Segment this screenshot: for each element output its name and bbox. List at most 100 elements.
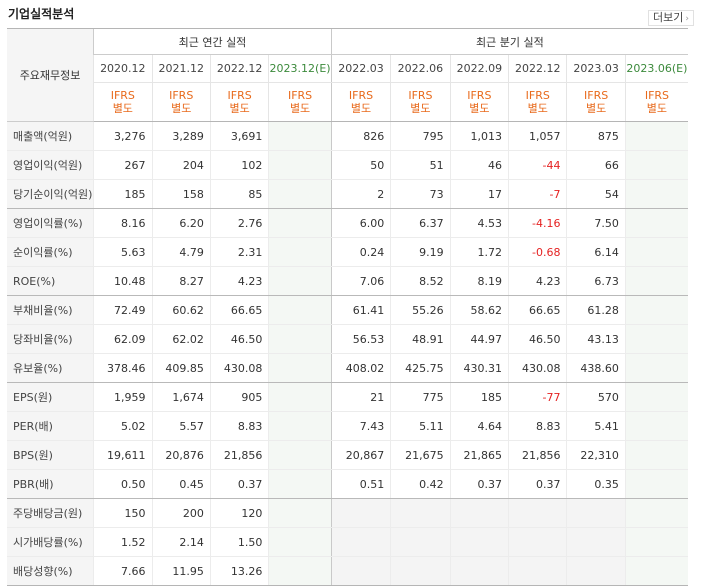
value-cell: 56.53	[330, 324, 391, 354]
row-label: 당기순이익(억원)	[7, 179, 94, 209]
period-header: 2023.03	[566, 54, 626, 83]
value-cell: 0.35	[566, 469, 626, 499]
value-cell: 1,959	[93, 382, 153, 412]
value-cell: 62.09	[93, 324, 153, 354]
table-row: 시가배당률(%) 1.52 2.14 1.50	[7, 527, 688, 557]
value-cell: 55.26	[390, 295, 451, 325]
value-cell: 20,876	[151, 440, 211, 470]
value-cell: 5.02	[93, 411, 153, 441]
value-cell	[566, 527, 626, 557]
value-cell: 6.20	[151, 208, 211, 238]
table-row: 순이익률(%) 5.63 4.79 2.31 0.24 9.19 1.72 -0.68 6.14	[7, 237, 688, 267]
value-cell: 8.19	[449, 266, 509, 296]
value-cell: 46.50	[508, 324, 567, 354]
table-row: ROE(%) 10.48 8.27 4.23 7.06 8.52 8.19 4.23 6.73	[7, 266, 688, 296]
row-label: EPS(원)	[7, 382, 94, 412]
value-cell	[449, 498, 509, 528]
value-cell: 21,675	[390, 440, 451, 470]
value-cell: 54	[566, 179, 626, 209]
standard-type-label: 별도	[112, 102, 133, 115]
value-cell: 430.08	[209, 353, 269, 383]
period-header: 2022.12	[209, 54, 269, 83]
value-cell	[624, 527, 688, 557]
value-cell	[390, 556, 451, 586]
standard-label: IFRS	[287, 89, 313, 102]
value-cell: 185	[93, 179, 153, 209]
row-label: 부채비율(%)	[7, 295, 94, 325]
value-cell	[268, 556, 332, 586]
value-cell: 120	[209, 498, 269, 528]
value-cell: 21,856	[508, 440, 567, 470]
value-cell	[390, 527, 451, 557]
period-header: 2022.03	[330, 54, 391, 83]
value-cell	[268, 440, 332, 470]
value-cell: 3,691	[209, 121, 269, 151]
value-cell	[330, 498, 391, 528]
value-cell	[624, 208, 688, 238]
value-cell: 66.65	[508, 295, 567, 325]
value-cell: -4.16	[508, 208, 567, 238]
period-header: 2022.12	[508, 54, 567, 83]
table-row: 배당성향(%) 7.66 11.95 13.26	[7, 556, 688, 586]
row-label: 배당성향(%)	[7, 556, 94, 586]
standard-type-label: 별도	[527, 102, 548, 115]
row-label: 시가배당률(%)	[7, 527, 94, 557]
accounting-standard-header: IFRS 별도	[390, 82, 451, 122]
value-cell	[268, 527, 332, 557]
value-cell: 21	[330, 382, 391, 412]
value-cell	[330, 527, 391, 557]
value-cell: 5.41	[566, 411, 626, 441]
table-row: PBR(배) 0.50 0.45 0.37 0.51 0.42 0.37 0.37 0.35	[7, 469, 688, 499]
row-label: PBR(배)	[7, 469, 94, 499]
value-cell	[449, 527, 509, 557]
value-cell	[268, 266, 332, 296]
value-cell: 48.91	[390, 324, 451, 354]
value-cell: 5.11	[390, 411, 451, 441]
value-cell: 66	[566, 150, 626, 180]
table-row: 부채비율(%) 72.49 60.62 66.65 61.41 55.26 58.62 66.…	[7, 295, 688, 325]
period-header: 2023.12(E)	[268, 54, 332, 83]
value-cell: 8.83	[508, 411, 567, 441]
value-cell: 43.13	[566, 324, 626, 354]
value-cell: 570	[566, 382, 626, 412]
standard-label: IFRS	[644, 89, 670, 102]
value-cell: 267	[93, 150, 153, 180]
standard-label: IFRS	[525, 89, 550, 102]
standard-label: IFRS	[110, 89, 135, 102]
row-label: 영업이익(억원)	[7, 150, 94, 180]
value-cell: 6.14	[566, 237, 626, 267]
value-cell: 158	[151, 179, 211, 209]
period-header: 2022.09	[449, 54, 509, 83]
value-cell: 102	[209, 150, 269, 180]
value-cell: 425.75	[390, 353, 451, 383]
value-cell: 4.23	[209, 266, 269, 296]
value-cell	[624, 556, 688, 586]
standard-type-label: 별도	[229, 102, 250, 115]
value-cell	[330, 556, 391, 586]
value-cell	[268, 121, 332, 151]
value-cell: 50	[330, 150, 391, 180]
value-cell: -44	[508, 150, 567, 180]
value-cell: 826	[330, 121, 391, 151]
accounting-standard-header: IFRS 별도	[508, 82, 567, 122]
period-header: 2021.12	[151, 54, 211, 83]
value-cell: 21,865	[449, 440, 509, 470]
value-cell	[624, 498, 688, 528]
value-cell: 775	[390, 382, 451, 412]
standard-label: IFRS	[584, 89, 609, 102]
value-cell: 378.46	[93, 353, 153, 383]
more-button[interactable]: 더보기 ›	[648, 10, 694, 26]
section-title: 기업실적분석	[8, 7, 75, 21]
accounting-standard-header: IFRS 별도	[151, 82, 211, 122]
value-cell: 875	[566, 121, 626, 151]
table-row: 영업이익(억원) 267 204 102 50 51 46 -44 66	[7, 150, 688, 180]
period-header: 2023.06(E)	[624, 54, 688, 83]
accounting-standard-header: IFRS 별도	[330, 82, 391, 122]
value-cell: 4.23	[508, 266, 567, 296]
value-cell: 7.06	[330, 266, 391, 296]
value-cell: 66.65	[209, 295, 269, 325]
row-label: ROE(%)	[7, 266, 94, 296]
value-cell: 19,611	[93, 440, 153, 470]
value-cell	[624, 237, 688, 267]
table-row: 유보율(%) 378.46 409.85 430.08 408.02 425.75 430.…	[7, 353, 688, 383]
